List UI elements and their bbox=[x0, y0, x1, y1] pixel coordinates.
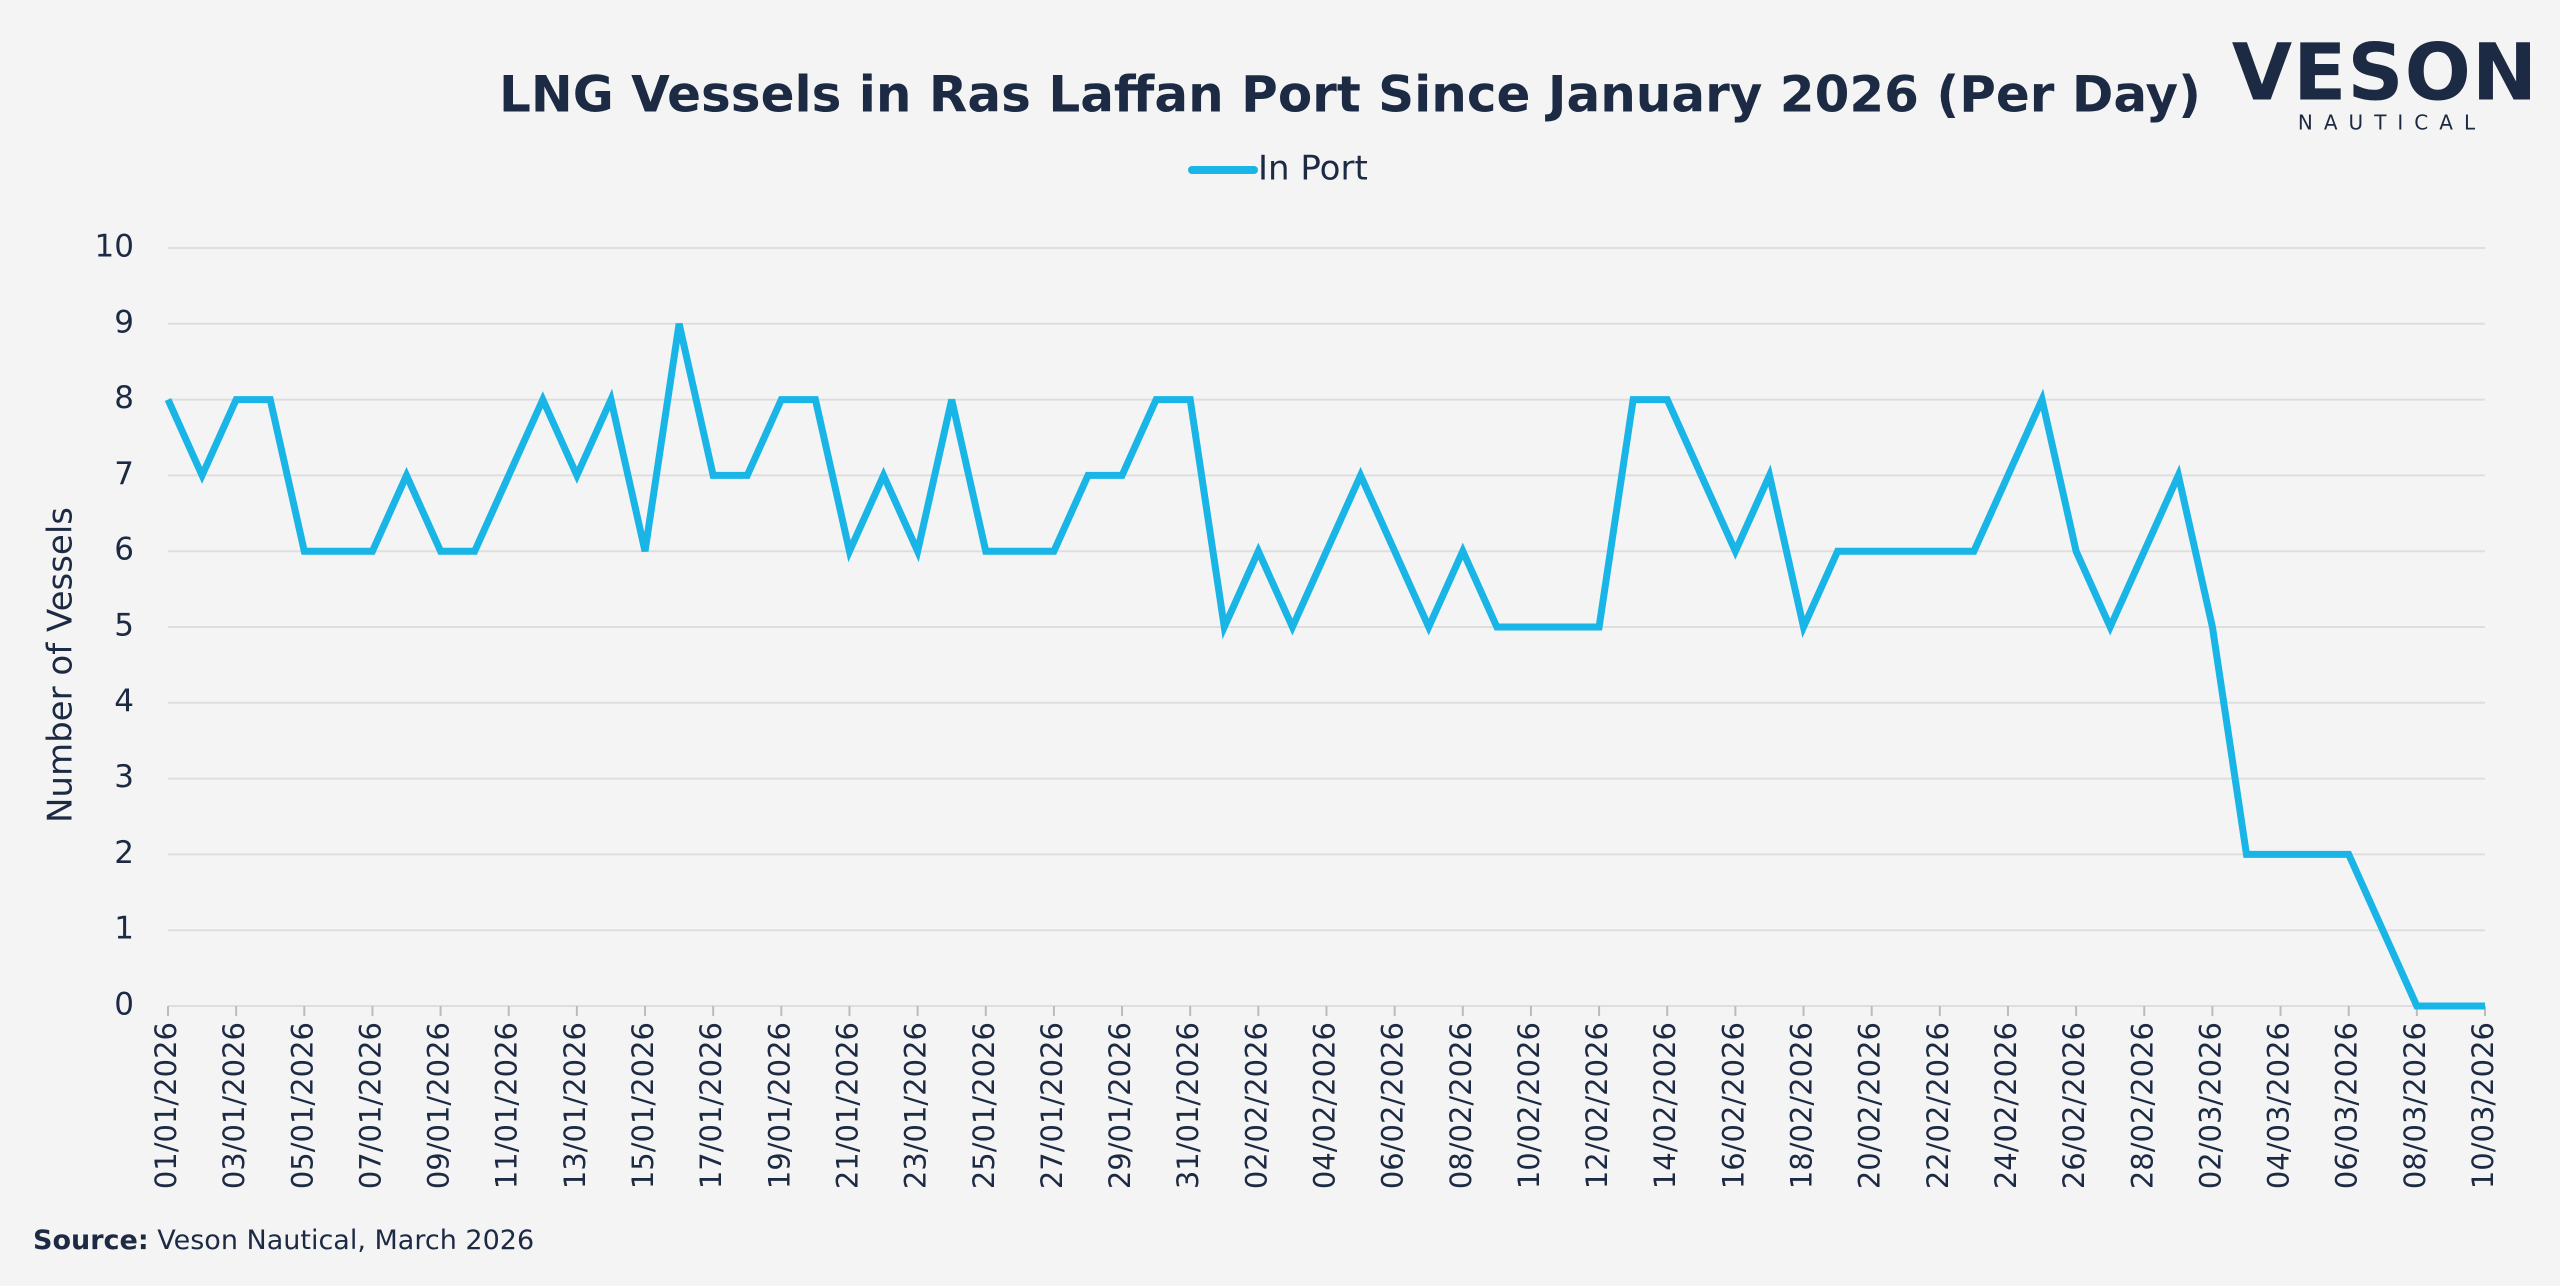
x-tick-label: 08/03/2026 bbox=[2398, 1022, 2432, 1189]
x-tick-label: 18/02/2026 bbox=[1785, 1022, 1819, 1189]
x-tick-label: 08/02/2026 bbox=[1444, 1022, 1478, 1189]
x-tick-label: 03/01/2026 bbox=[217, 1022, 251, 1189]
source-text: Veson Nautical, March 2026 bbox=[157, 1225, 534, 1256]
x-tick-label: 27/01/2026 bbox=[1035, 1022, 1069, 1189]
x-tick-label: 06/03/2026 bbox=[2330, 1022, 2364, 1189]
x-tick-label: 29/01/2026 bbox=[1103, 1022, 1137, 1189]
source-label: Source: bbox=[33, 1225, 149, 1256]
x-tick-label: 15/01/2026 bbox=[626, 1022, 660, 1189]
x-tick-label: 09/01/2026 bbox=[422, 1022, 456, 1189]
y-tick-label: 3 bbox=[114, 759, 134, 795]
x-tick-label: 21/01/2026 bbox=[830, 1022, 864, 1189]
x-tick-label: 20/02/2026 bbox=[1853, 1022, 1887, 1189]
y-tick-label: 0 bbox=[114, 987, 134, 1023]
y-tick-label: 1 bbox=[114, 911, 134, 947]
y-tick-label: 5 bbox=[114, 608, 134, 644]
x-tick-label: 16/02/2026 bbox=[1716, 1022, 1750, 1189]
y-tick-label: 4 bbox=[114, 683, 134, 719]
x-tick-label: 13/01/2026 bbox=[558, 1022, 592, 1189]
x-tick-label: 02/02/2026 bbox=[1239, 1022, 1273, 1189]
x-tick-label: 02/03/2026 bbox=[2193, 1022, 2227, 1189]
x-tick-label: 04/03/2026 bbox=[2262, 1022, 2296, 1189]
x-tick-label: 11/01/2026 bbox=[490, 1022, 524, 1189]
x-tick-label: 17/01/2026 bbox=[694, 1022, 728, 1189]
x-tick-label: 10/02/2026 bbox=[1512, 1022, 1546, 1189]
x-tick-label: 31/01/2026 bbox=[1171, 1022, 1205, 1189]
y-tick-label: 6 bbox=[114, 532, 134, 568]
x-tick-label: 22/02/2026 bbox=[1921, 1022, 1955, 1189]
x-tick-label: 06/02/2026 bbox=[1376, 1022, 1410, 1189]
logo-name: VESON bbox=[2232, 28, 2538, 118]
source: Source: Veson Nautical, March 2026 bbox=[33, 1225, 534, 1256]
y-tick-label: 7 bbox=[114, 456, 134, 492]
x-tick-label: 19/01/2026 bbox=[762, 1022, 796, 1189]
chart-title: LNG Vessels in Ras Laffan Port Since Jan… bbox=[499, 66, 2201, 124]
x-tick-label: 05/01/2026 bbox=[285, 1022, 319, 1189]
y-tick-label: 10 bbox=[95, 229, 134, 265]
x-tick-label: 23/01/2026 bbox=[899, 1022, 933, 1189]
x-tick-label: 12/02/2026 bbox=[1580, 1022, 1614, 1189]
x-tick-label: 10/03/2026 bbox=[2466, 1022, 2500, 1189]
x-tick-label: 25/01/2026 bbox=[967, 1022, 1001, 1189]
x-tick-label: 04/02/2026 bbox=[1308, 1022, 1342, 1189]
x-tick-label: 01/01/2026 bbox=[149, 1022, 183, 1189]
x-tick-label: 14/02/2026 bbox=[1648, 1022, 1682, 1189]
y-tick-label: 9 bbox=[114, 304, 134, 340]
x-tick-label: 07/01/2026 bbox=[353, 1022, 387, 1189]
x-tick-label: 24/02/2026 bbox=[1989, 1022, 2023, 1189]
line-series bbox=[164, 323, 2485, 1010]
y-axis-label: Number of Vessels bbox=[41, 507, 81, 823]
x-tick-label: 26/02/2026 bbox=[2057, 1022, 2091, 1189]
x-tick-label: 28/02/2026 bbox=[2125, 1022, 2159, 1189]
y-tick-label: 2 bbox=[114, 835, 134, 871]
y-tick-label: 8 bbox=[114, 380, 134, 416]
legend-label: In Port bbox=[1258, 149, 1368, 189]
logo-tagline: NAUTICAL bbox=[2298, 111, 2486, 135]
